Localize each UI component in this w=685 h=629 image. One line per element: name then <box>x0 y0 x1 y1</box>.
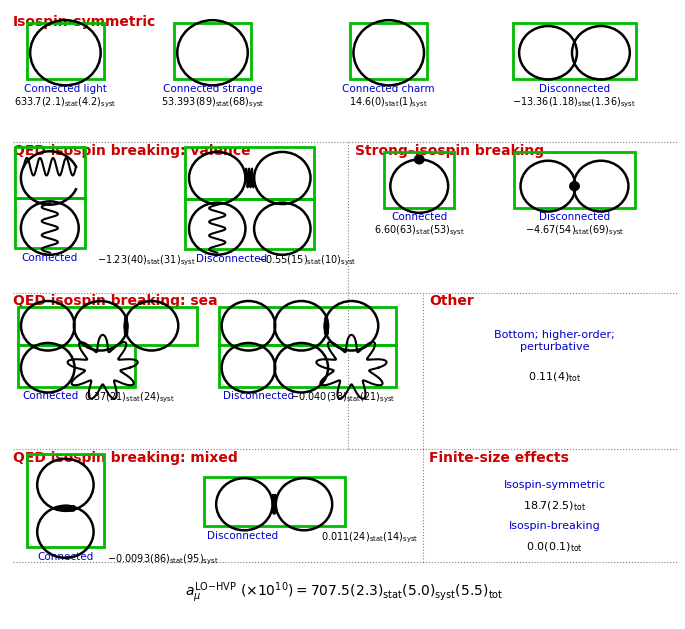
Text: Connected: Connected <box>22 253 78 263</box>
Text: Connected: Connected <box>23 391 79 401</box>
Text: QED isospin breaking: valence: QED isospin breaking: valence <box>12 144 250 158</box>
Text: Connected charm: Connected charm <box>342 84 435 94</box>
Bar <box>18 307 197 345</box>
Text: Bottom; higher-order;
perturbative: Bottom; higher-order; perturbative <box>495 330 615 352</box>
Text: Connected: Connected <box>37 552 94 562</box>
Text: Connected strange: Connected strange <box>163 84 262 94</box>
Text: $a_\mu^{\rm LO\mathsf{-}HVP}\ (\times10^{10}) = 707.5(2.3)_{\sf stat}(5.0)_{\sf : $a_\mu^{\rm LO\mathsf{-}HVP}\ (\times10^… <box>186 581 504 606</box>
Bar <box>27 23 104 79</box>
Text: 633.7(2.1)$_{\sf stat}$(4.2)$_{\sf syst}$: 633.7(2.1)$_{\sf stat}$(4.2)$_{\sf syst}… <box>14 96 116 109</box>
Text: Isospin-symmetric: Isospin-symmetric <box>503 481 606 491</box>
Text: 0.11(4)$_{\sf tot}$: 0.11(4)$_{\sf tot}$ <box>528 371 582 384</box>
Text: Connected: Connected <box>391 213 447 223</box>
Bar <box>384 152 454 208</box>
Bar <box>14 198 85 248</box>
Bar <box>18 345 134 386</box>
Text: 0.37(21)$_{\sf stat}$(24)$_{\sf syst}$: 0.37(21)$_{\sf stat}$(24)$_{\sf syst}$ <box>84 391 175 405</box>
Text: 0.0(0.1)$_{\sf tot}$: 0.0(0.1)$_{\sf tot}$ <box>526 540 583 554</box>
Text: $-$4.67(54)$_{\sf stat}$(69)$_{\sf syst}$: $-$4.67(54)$_{\sf stat}$(69)$_{\sf syst}… <box>525 224 624 238</box>
Text: Disconnected: Disconnected <box>223 391 294 401</box>
Text: Disconnected: Disconnected <box>539 213 610 223</box>
Text: 53.393(89)$_{\sf stat}$(68)$_{\sf syst}$: 53.393(89)$_{\sf stat}$(68)$_{\sf syst}$ <box>161 96 264 109</box>
Text: Other: Other <box>429 294 474 308</box>
Text: 14.6(0)$_{\sf stat}$(1)$_{\sf syst}$: 14.6(0)$_{\sf stat}$(1)$_{\sf syst}$ <box>349 96 428 109</box>
Text: 6.60(63)$_{\sf stat}$(53)$_{\sf syst}$: 6.60(63)$_{\sf stat}$(53)$_{\sf syst}$ <box>374 224 464 238</box>
Bar <box>514 152 635 208</box>
Text: Connected light: Connected light <box>24 84 107 94</box>
Circle shape <box>570 182 580 191</box>
Text: Disconnected: Disconnected <box>539 84 610 94</box>
Text: Isospin-breaking: Isospin-breaking <box>509 521 601 531</box>
Text: Disconnected: Disconnected <box>195 253 266 264</box>
Text: 0.011(24)$_{\sf stat}$(14)$_{\sf syst}$: 0.011(24)$_{\sf stat}$(14)$_{\sf syst}$ <box>321 530 418 545</box>
Text: Isospin-symmetric: Isospin-symmetric <box>12 15 155 29</box>
Text: Finite-size effects: Finite-size effects <box>429 451 569 465</box>
Text: $-$0.0093(86)$_{\sf stat}$(95)$_{\sf syst}$: $-$0.0093(86)$_{\sf stat}$(95)$_{\sf sys… <box>108 552 219 567</box>
Bar <box>14 147 85 198</box>
Text: Disconnected: Disconnected <box>207 530 278 540</box>
Text: Strong–isospin breaking: Strong–isospin breaking <box>355 144 544 158</box>
Bar <box>203 477 345 526</box>
Text: $-$0.55(15)$_{\sf stat}$(10)$_{\sf syst}$: $-$0.55(15)$_{\sf stat}$(10)$_{\sf syst}… <box>257 253 356 268</box>
Text: $-$0.040(33)$_{\sf stat}$(21)$_{\sf syst}$: $-$0.040(33)$_{\sf stat}$(21)$_{\sf syst… <box>290 391 396 405</box>
Bar <box>350 23 427 79</box>
Bar <box>174 23 251 79</box>
Text: $-$13.36(1.18)$_{\sf stat}$(1.36)$_{\sf syst}$: $-$13.36(1.18)$_{\sf stat}$(1.36)$_{\sf … <box>512 96 636 109</box>
Bar <box>219 307 395 345</box>
Bar <box>186 199 314 249</box>
Text: QED isospin breaking: sea: QED isospin breaking: sea <box>12 294 217 308</box>
Circle shape <box>414 155 424 164</box>
Text: QED isospin breaking: mixed: QED isospin breaking: mixed <box>12 451 237 465</box>
Bar <box>513 23 636 79</box>
Bar <box>186 147 314 199</box>
Text: $-$1.23(40)$_{\sf stat}$(31)$_{\sf syst}$: $-$1.23(40)$_{\sf stat}$(31)$_{\sf syst}… <box>97 253 196 267</box>
Text: 18.7(2.5)$_{\sf tot}$: 18.7(2.5)$_{\sf tot}$ <box>523 499 586 513</box>
Bar <box>27 454 104 547</box>
Bar <box>219 345 395 386</box>
